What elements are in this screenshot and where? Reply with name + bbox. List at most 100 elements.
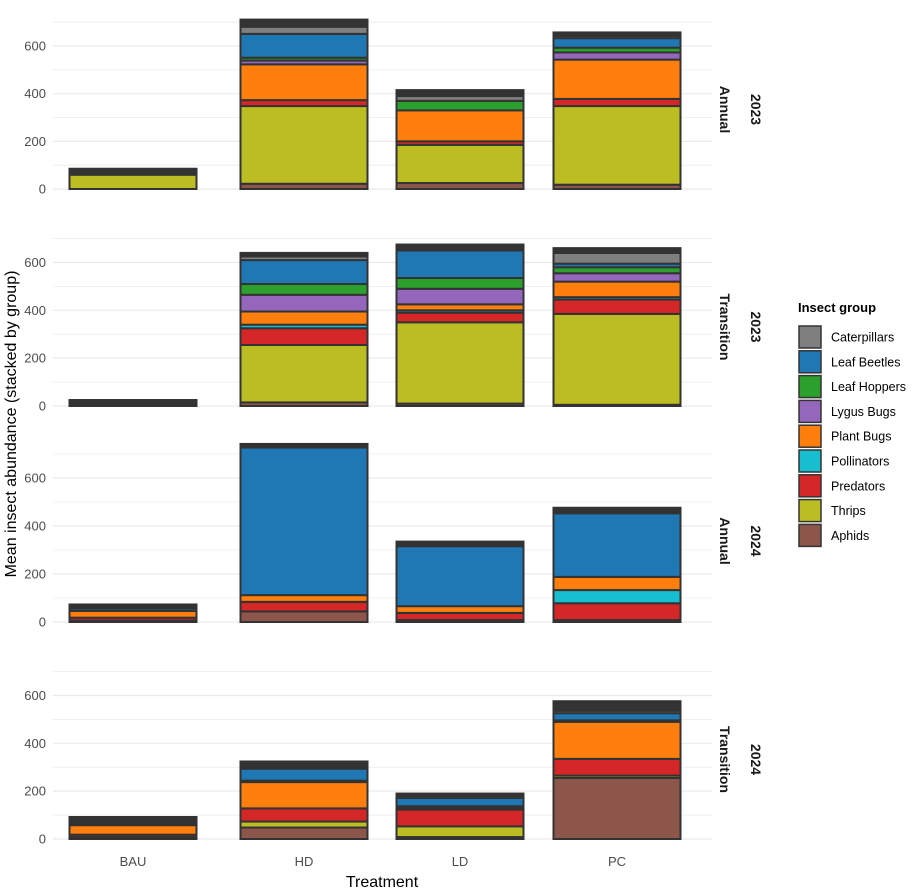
bar-pc — [552, 31, 682, 191]
y-tick-label: 400 — [24, 303, 46, 318]
bar-segment-leaf-beetles — [395, 796, 525, 808]
bar-pc — [552, 700, 682, 841]
bar-segment-leaf-hoppers — [395, 277, 525, 290]
bar-bau — [68, 815, 198, 841]
bar-segment-thrips — [395, 321, 525, 405]
legend-swatch — [798, 399, 822, 424]
y-tick-label: 200 — [24, 351, 46, 366]
bar-segment-aphids — [239, 610, 369, 624]
strip-label-year: 2024 — [748, 525, 764, 556]
bar-segment-plant-bugs — [239, 594, 369, 603]
y-tick-label: 200 — [24, 134, 46, 149]
bar-segment-plant-bugs — [552, 280, 682, 299]
bar-bau — [68, 399, 198, 407]
bar-segment-other — [239, 18, 369, 28]
bar-segment-leaf-beetles — [395, 545, 525, 608]
y-tick-label: 400 — [24, 86, 46, 101]
panel-annual-2023: 0 200 400 600 Annual 2023 — [24, 18, 764, 197]
y-tick-label: 600 — [24, 39, 46, 54]
bar-segment-predators — [552, 602, 682, 622]
legend-label: Lygus Bugs — [831, 405, 896, 419]
legend-item-thrips: Thrips — [798, 498, 866, 523]
x-tick-label: PC — [608, 854, 626, 869]
legend-item-pollinators: Pollinators — [798, 449, 889, 473]
legend-label: Plant Bugs — [831, 430, 891, 444]
y-tick-label: 600 — [24, 471, 46, 486]
bar-segment-plant-bugs — [239, 310, 369, 326]
bar-segment-predators — [552, 298, 682, 315]
y-tick-label: 0 — [39, 832, 46, 847]
bar-segment-plant-bugs — [552, 575, 682, 592]
bar-segment-thrips — [68, 173, 198, 190]
legend-swatch — [798, 474, 822, 498]
legend-label: Thrips — [831, 504, 866, 518]
bar-segment-other — [68, 399, 198, 407]
bar-segment-caterpillars — [239, 25, 369, 35]
bar-segment-leaf-beetles — [395, 249, 525, 280]
bar-segment-lygus-bugs — [552, 272, 682, 283]
bar-segment-other — [395, 89, 525, 98]
bar-segment-leaf-beetles — [239, 32, 369, 59]
y-axis-title: Mean insect abundance (stacked by group) — [3, 271, 20, 578]
legend-item-caterpillars: Caterpillars — [798, 325, 894, 349]
strip-label-year: 2023 — [748, 311, 764, 342]
y-tick-label: 200 — [24, 567, 46, 582]
bar-segment-predators — [239, 600, 369, 613]
bar-segment-thrips — [552, 105, 682, 186]
bar-segment-other — [68, 603, 198, 610]
bar-segment-predators — [239, 807, 369, 823]
bar-hd — [239, 251, 369, 407]
bar-segment-leaf-beetles — [552, 712, 682, 722]
legend-swatch — [798, 325, 822, 349]
bar-segment-pollinators — [552, 589, 682, 605]
bar-ld — [395, 792, 525, 841]
bar-segment-plant-bugs — [552, 58, 682, 100]
x-tick-label: BAU — [120, 854, 147, 869]
bar-ld — [395, 540, 525, 624]
bar-segment-other — [552, 31, 682, 38]
bar-segment-leaf-beetles — [239, 767, 369, 782]
bar-segment-leaf-beetles — [552, 37, 682, 49]
legend-title: Insect group — [798, 300, 876, 315]
bar-hd — [239, 18, 369, 191]
bar-segment-other — [395, 540, 525, 548]
bar-segment-aphids — [552, 777, 682, 841]
bar-segment-plant-bugs — [239, 781, 369, 810]
bar-segment-thrips — [395, 825, 525, 839]
strip-label-type: Transition — [717, 726, 733, 793]
legend-swatch — [798, 523, 822, 548]
bar-segment-plant-bugs — [395, 109, 525, 143]
legend-swatch — [798, 498, 822, 523]
x-tick-label: HD — [295, 854, 314, 869]
bar-segment-lygus-bugs — [239, 293, 369, 313]
legend-item-leaf-beetles: Leaf Beetles — [798, 350, 901, 374]
y-tick-label: 600 — [24, 255, 46, 270]
legend-label: Caterpillars — [831, 331, 894, 345]
strip-label-type: Annual — [717, 86, 733, 133]
panel-annual-2024: 0 200 400 600 Annual 2024 — [24, 442, 764, 630]
strip-label-year: 2024 — [748, 744, 764, 775]
bar-segment-predators — [239, 327, 369, 347]
bar-segment-predators — [552, 757, 682, 777]
bar-ld — [395, 243, 525, 408]
panel-transition-2024: 0 200 400 600 Transition 2024 — [24, 671, 764, 847]
bar-hd — [239, 442, 369, 624]
bar-segment-thrips — [239, 105, 369, 185]
y-tick-label: 200 — [24, 784, 46, 799]
bar-segment-plant-bugs — [68, 824, 198, 836]
strip-label-type: Transition — [717, 294, 733, 361]
legend-swatch — [798, 449, 822, 473]
legend-label: Leaf Hoppers — [831, 380, 906, 394]
bar-segment-other — [68, 815, 198, 827]
bar-bau — [68, 167, 198, 190]
bar-segment-caterpillars — [552, 251, 682, 265]
strip-label-year: 2023 — [748, 94, 764, 125]
y-tick-label: 0 — [39, 399, 46, 414]
bar-ld — [395, 89, 525, 190]
bar-pc — [552, 506, 682, 624]
y-tick-label: 600 — [24, 688, 46, 703]
bar-segment-predators — [552, 97, 682, 108]
bar-segment-other — [395, 792, 525, 799]
legend-item-leaf-hoppers: Leaf Hoppers — [798, 374, 906, 399]
bar-segment-other — [239, 251, 369, 258]
